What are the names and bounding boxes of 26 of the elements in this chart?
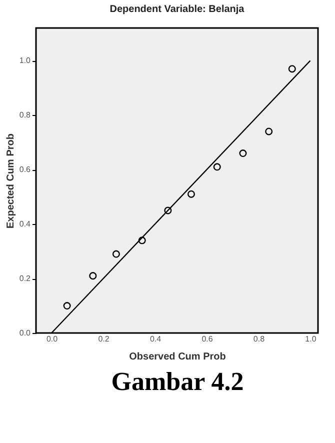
- x-axis-title: Observed Cum Prob: [129, 352, 226, 362]
- x-tick-label: 1.0: [305, 334, 317, 344]
- x-tick-label: 0.0: [46, 334, 58, 344]
- y-tick-label: 0.4: [19, 220, 32, 229]
- point: [112, 250, 120, 258]
- point: [63, 302, 71, 310]
- point: [89, 272, 97, 280]
- y-tick-label: 0.8: [19, 110, 32, 120]
- point: [239, 150, 247, 158]
- point: [213, 163, 221, 171]
- y-tick-label: 0.0: [19, 328, 32, 338]
- x-tick-label: 0.6: [202, 334, 214, 344]
- point: [138, 236, 146, 244]
- x-tick-label: 0.8: [253, 334, 266, 344]
- x-tick-label: 0.4: [150, 334, 162, 344]
- point: [265, 128, 273, 136]
- point: [164, 206, 172, 214]
- y-tick-label: 0.6: [19, 165, 32, 174]
- y-tick-label: 0.2: [19, 274, 32, 284]
- point: [187, 190, 195, 198]
- y-tick-label: 1.0: [19, 56, 32, 66]
- point: [288, 65, 296, 73]
- chart-title: Dependent Variable: Belanja: [110, 4, 245, 15]
- y-axis-title: Expected Cum Prob: [5, 133, 16, 229]
- text: Gambar 4.2: [110, 367, 245, 397]
- x-tick-label: 0.2: [98, 334, 110, 344]
